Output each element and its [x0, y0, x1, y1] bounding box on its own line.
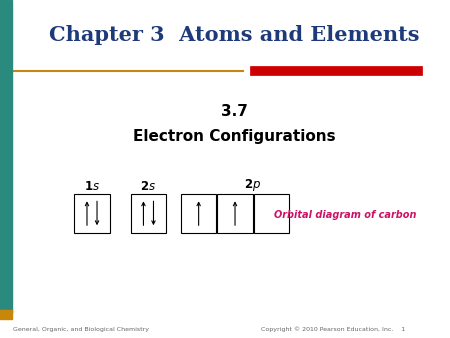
Bar — [74, 194, 110, 233]
Bar — [130, 194, 166, 233]
Bar — [217, 194, 253, 233]
Bar — [181, 194, 216, 233]
Text: 3.7: 3.7 — [221, 104, 248, 119]
Text: Copyright © 2010 Pearson Education, Inc.    1: Copyright © 2010 Pearson Education, Inc.… — [261, 326, 405, 332]
Bar — [254, 194, 289, 233]
Text: General, Organic, and Biological Chemistry: General, Organic, and Biological Chemist… — [14, 327, 149, 332]
Text: Chapter 3  Atoms and Elements: Chapter 3 Atoms and Elements — [49, 25, 419, 46]
Text: $\bf{2}$$\it{s}$: $\bf{2}$$\it{s}$ — [140, 180, 157, 193]
Text: Orbital diagram of carbon: Orbital diagram of carbon — [274, 210, 416, 220]
Bar — [0, 0, 12, 313]
Text: Electron Configurations: Electron Configurations — [133, 129, 336, 144]
Text: $\bf{2}$$\it{p}$: $\bf{2}$$\it{p}$ — [244, 177, 261, 193]
Text: $\bf{1}$$\it{s}$: $\bf{1}$$\it{s}$ — [84, 180, 100, 193]
Bar — [0, 310, 12, 319]
